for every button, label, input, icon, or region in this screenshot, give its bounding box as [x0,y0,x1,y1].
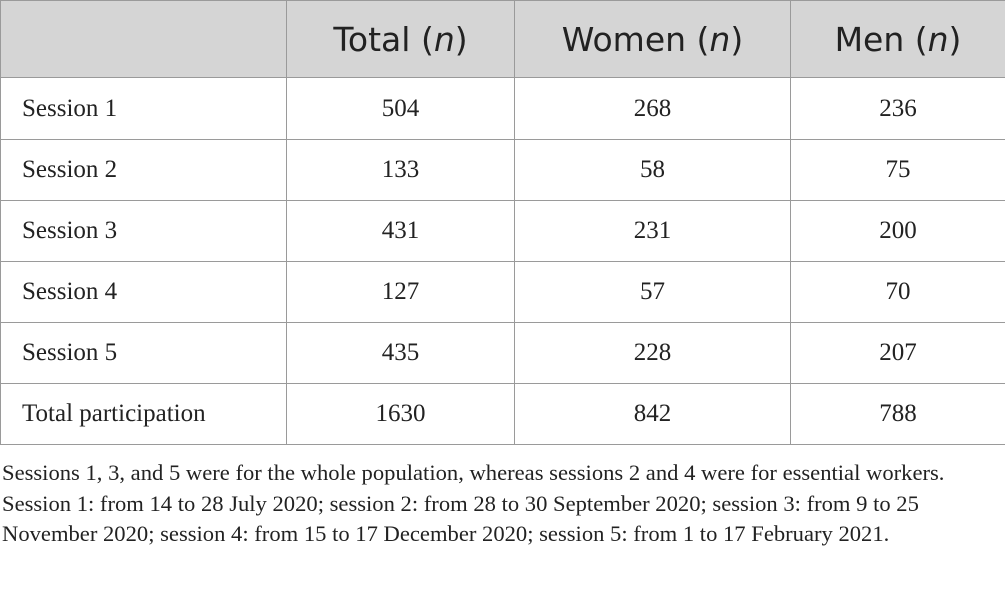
women-cell: 842 [514,383,791,445]
row-label: Session 5 [0,322,287,384]
total-cell: 127 [286,261,515,323]
table-row: Session 3 431 231 200 [0,200,1005,262]
total-cell: 435 [286,322,515,384]
table-row-total: Total participation 1630 842 788 [0,383,1005,445]
table-row: Session 2 133 58 75 [0,139,1005,201]
header-women-var: n [709,19,731,59]
row-label: Session 3 [0,200,287,262]
header-men-text: Men [834,19,915,59]
men-cell: 75 [790,139,1005,201]
row-label: Total participation [0,383,287,445]
row-label: Session 4 [0,261,287,323]
table-body: Session 1 504 268 236 Session 2 133 58 7… [0,77,1005,445]
header-total-text: Total [333,19,421,59]
men-cell: 236 [790,77,1005,140]
total-cell: 431 [286,200,515,262]
women-cell: 58 [514,139,791,201]
header-cell-label [0,0,287,78]
header-cell-men: Men (n) [790,0,1005,78]
header-men-var: n [927,19,949,59]
row-label: Session 2 [0,139,287,201]
total-cell: 504 [286,77,515,140]
participation-table-container: Total (n) Women (n) Men (n) Session 1 50… [0,0,1005,445]
header-row: Total (n) Women (n) Men (n) [0,0,1005,78]
men-cell: 200 [790,200,1005,262]
men-cell: 70 [790,261,1005,323]
table-row: Session 1 504 268 236 [0,77,1005,140]
men-cell: 207 [790,322,1005,384]
table-header: Total (n) Women (n) Men (n) [0,0,1005,78]
header-cell-women: Women (n) [514,0,791,78]
women-cell: 228 [514,322,791,384]
total-cell: 133 [286,139,515,201]
women-cell: 268 [514,77,791,140]
table-footnote: Sessions 1, 3, and 5 were for the whole … [2,460,945,547]
header-women-text: Women [561,19,697,59]
table-row: Session 5 435 228 207 [0,322,1005,384]
women-cell: 57 [514,261,791,323]
men-cell: 788 [790,383,1005,445]
women-cell: 231 [514,200,791,262]
row-label: Session 1 [0,77,287,140]
table-row: Session 4 127 57 70 [0,261,1005,323]
header-cell-total: Total (n) [286,0,515,78]
participation-table: Total (n) Women (n) Men (n) Session 1 50… [0,0,1005,445]
total-cell: 1630 [286,383,515,445]
header-total-var: n [433,19,455,59]
